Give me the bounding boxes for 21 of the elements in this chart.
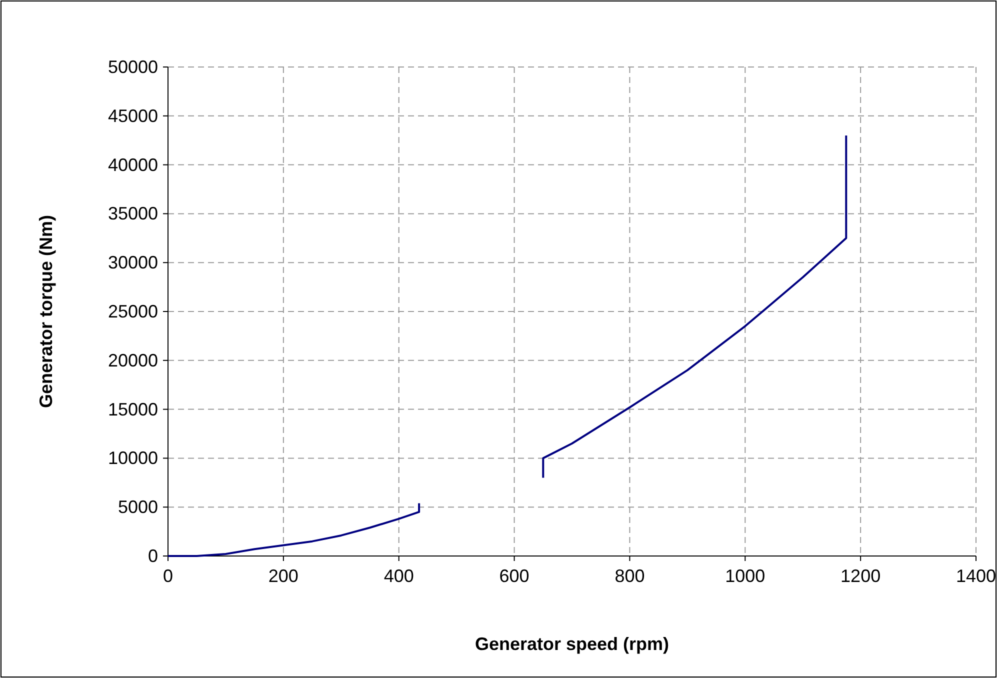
y-axis-title: Generator torque (Nm) <box>36 214 56 408</box>
y-tick-label: 40000 <box>108 154 158 175</box>
y-tick-label: 0 <box>148 546 158 566</box>
x-axis-title: Generator speed (rpm) <box>474 634 670 654</box>
y-tick-label: 20000 <box>108 350 158 370</box>
x-tick-label: 1400 <box>956 566 996 586</box>
y-tick-label: 15000 <box>108 399 158 420</box>
y-tick-label: 30000 <box>108 252 158 273</box>
y-tick-label: 45000 <box>108 106 158 126</box>
x-tick-label: 800 <box>614 566 645 586</box>
y-tick-label: 5000 <box>118 497 158 518</box>
y-tick-label: 10000 <box>108 448 158 468</box>
x-tick-label: 1200 <box>840 566 881 586</box>
x-tick-label: 200 <box>268 566 298 586</box>
x-tick-label: 600 <box>499 566 530 586</box>
y-tick-label: 25000 <box>108 302 158 322</box>
y-tick-label: 35000 <box>108 204 158 224</box>
x-tick-label: 0 <box>162 566 174 586</box>
x-tick-label: 400 <box>384 566 414 586</box>
x-tick-label: 1000 <box>725 566 766 586</box>
y-tick-label: 50000 <box>108 57 158 77</box>
